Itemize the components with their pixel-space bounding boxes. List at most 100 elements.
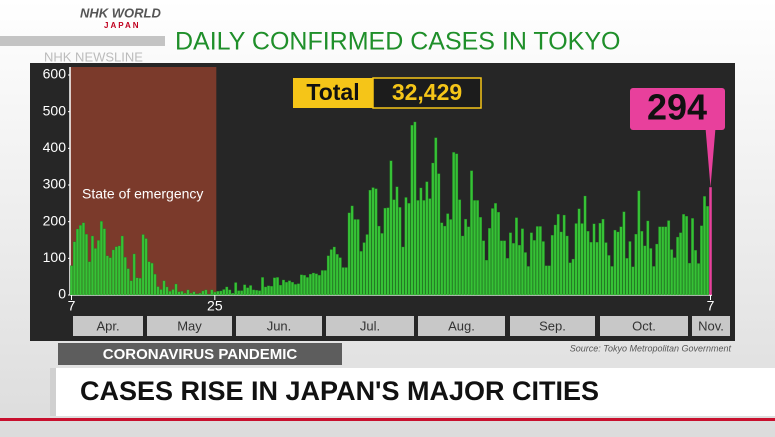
bar	[177, 291, 181, 296]
bar	[523, 252, 527, 296]
bar	[628, 241, 632, 296]
bar	[565, 235, 569, 296]
bar	[102, 228, 106, 296]
bar	[285, 282, 288, 296]
month-box	[236, 316, 322, 336]
total-label-box	[293, 78, 373, 108]
bar	[601, 218, 605, 296]
month-label: Jul.	[360, 318, 380, 333]
bar	[568, 262, 572, 296]
bar	[637, 190, 641, 296]
month-box	[510, 316, 595, 336]
bar	[186, 289, 190, 296]
shade-label: State of emergency	[82, 186, 203, 202]
bar	[455, 153, 459, 296]
bar	[141, 234, 145, 296]
month-label: Nov.	[698, 318, 724, 333]
bar	[574, 223, 578, 296]
bar	[93, 248, 97, 296]
bar	[577, 208, 581, 296]
bar	[353, 219, 357, 296]
bar	[571, 258, 575, 296]
bar	[96, 240, 100, 296]
bar	[703, 196, 706, 296]
bar	[138, 277, 142, 296]
bar	[273, 277, 276, 296]
bar	[261, 277, 265, 296]
bar	[583, 195, 587, 296]
bar	[586, 231, 590, 296]
headline-bar	[50, 368, 775, 416]
bar	[88, 261, 91, 296]
bar	[413, 121, 417, 296]
bar	[308, 273, 312, 296]
y-tick-label: 600	[43, 66, 67, 82]
logo: NHK WORLD	[80, 5, 161, 20]
bar	[73, 241, 76, 296]
bar	[332, 246, 336, 296]
bar	[314, 273, 318, 296]
y-tick-label: 500	[43, 102, 67, 118]
bar	[479, 217, 482, 296]
bar	[631, 266, 635, 296]
bar	[126, 268, 130, 296]
month-label: Apr.	[96, 318, 119, 333]
bar	[219, 290, 223, 296]
bar	[356, 219, 360, 296]
bar	[174, 283, 178, 296]
bar	[207, 294, 211, 296]
bar	[243, 284, 247, 296]
bar	[422, 200, 426, 296]
bar	[216, 291, 220, 296]
bar	[467, 226, 471, 296]
bar	[105, 255, 109, 296]
bar	[171, 289, 175, 296]
bar	[231, 293, 235, 296]
bar	[589, 242, 593, 296]
bar	[255, 290, 259, 296]
bar	[634, 233, 638, 296]
bar	[389, 160, 393, 296]
month-box	[326, 316, 414, 336]
month-label: Aug.	[448, 318, 475, 333]
bar	[443, 225, 447, 296]
bar	[500, 240, 503, 296]
bar	[362, 242, 366, 296]
bar	[461, 235, 465, 296]
bar	[156, 286, 160, 296]
bar	[649, 248, 653, 296]
bar	[279, 284, 282, 296]
bar	[619, 226, 623, 296]
bar	[82, 222, 85, 296]
bar	[90, 235, 94, 296]
bar	[512, 243, 515, 296]
bar	[338, 257, 342, 296]
bar	[252, 289, 256, 296]
month-label: May	[177, 318, 202, 333]
logo-band	[0, 36, 165, 46]
bar	[419, 187, 423, 296]
bar	[246, 287, 250, 296]
bar	[398, 207, 402, 296]
bar	[646, 220, 650, 296]
bar	[580, 223, 584, 296]
bar	[482, 240, 485, 296]
bar	[556, 214, 560, 296]
tag: CORONAVIRUS PANDEMIC	[103, 346, 298, 363]
y-tick-label: 300	[43, 176, 67, 192]
bar	[276, 277, 279, 296]
bar	[664, 226, 668, 296]
month-label: Sep.	[539, 318, 566, 333]
bar	[613, 229, 617, 296]
bar	[416, 200, 420, 296]
bar	[682, 214, 686, 296]
bar	[365, 234, 369, 296]
bar	[625, 258, 629, 296]
total-label: Total	[306, 79, 359, 105]
x-tick-label: 7	[707, 298, 715, 314]
bar	[622, 211, 626, 296]
bar	[344, 267, 348, 296]
y-tick-label: 400	[43, 139, 67, 155]
bar	[509, 232, 512, 296]
